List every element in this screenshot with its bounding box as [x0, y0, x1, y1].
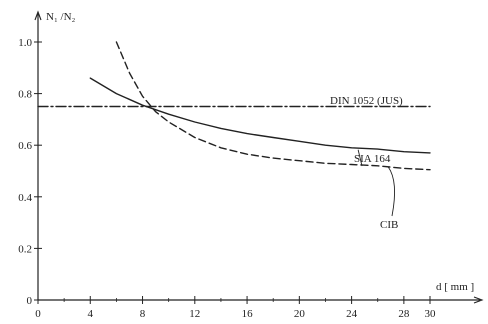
- series-label-sia-164: SIA 164: [354, 153, 391, 165]
- y-tick-label: 0: [27, 295, 33, 307]
- series-layer: [37, 41, 431, 171]
- y-tick-label: 0.8: [18, 89, 32, 101]
- x-tick-label: 20: [294, 308, 306, 320]
- y-axis-arrow: [34, 10, 42, 21]
- x-axis-arrow: [473, 296, 484, 304]
- labels-layer: 0 4 8 12 16 20 24 28 30 0 0.2 0.4 0.6 0.8 1.0 N₁ /N₂ d […: [18, 11, 474, 320]
- leader-line-sia-164: [357, 149, 363, 167]
- y-tick-label: 1.0: [18, 37, 32, 49]
- axes: [34, 10, 484, 304]
- y-axis-label: N₁ /N₂: [46, 11, 76, 23]
- x-tick-label: 16: [242, 308, 254, 320]
- leader-line-cib: [387, 166, 396, 217]
- x-tick-label: 8: [140, 308, 146, 320]
- y-tick-label: 0.4: [18, 192, 32, 204]
- x-tick-label: 0: [35, 308, 41, 320]
- sia-164-line: [89, 77, 431, 154]
- x-tick-label: 12: [189, 308, 200, 320]
- x-tick-label: 24: [346, 308, 358, 320]
- x-tick-label: 28: [398, 308, 410, 320]
- x-tick-label: 4: [88, 308, 94, 320]
- series-label-din-1052: DIN 1052 (JUS): [330, 95, 403, 107]
- x-axis-label: d [ mm ]: [436, 281, 474, 293]
- series-label-cib: CIB: [380, 219, 398, 231]
- x-tick-label: 30: [425, 308, 437, 320]
- y-tick-label: 0.6: [18, 140, 32, 152]
- y-tick-label: 0.2: [18, 243, 32, 255]
- cib-line: [115, 41, 431, 171]
